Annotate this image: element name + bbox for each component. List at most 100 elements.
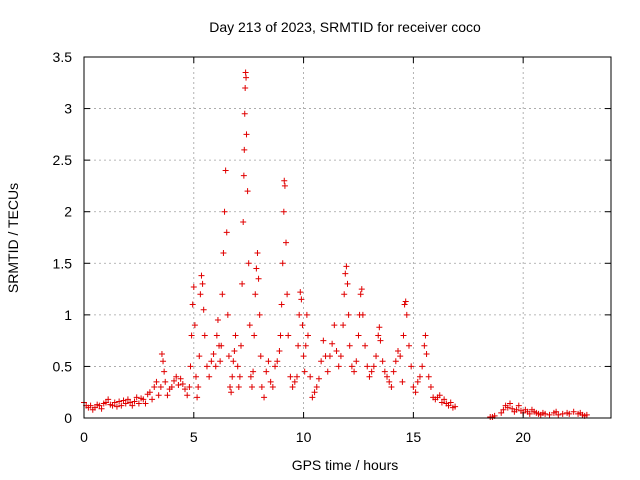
data-point [405,342,412,349]
data-point [303,311,310,318]
data-point [297,289,304,296]
data-point [348,363,355,370]
axis-ticks: 0 0.5 1 1.5 2 2.5 3 3.5 0 5 10 15 20 [53,49,611,445]
data-point [357,291,364,298]
data-point [240,172,247,179]
data-point [313,384,320,391]
data-point [223,229,230,236]
data-point [222,167,229,174]
data-point [279,260,286,267]
data-point [366,373,373,380]
data-point [277,332,284,339]
data-point [283,239,290,246]
data-point [245,260,252,267]
y-tick-label: 3.5 [53,49,73,65]
data-point [195,384,202,391]
data-point [243,74,250,81]
data-point [225,353,232,360]
data-point [400,332,407,339]
data-point [129,402,136,409]
data-point [438,399,445,406]
data-point [344,280,351,287]
data-point [177,375,184,382]
data-point [441,396,448,403]
plot-frame [83,56,612,419]
data-point [196,353,203,360]
data-point [295,342,302,349]
data-point [331,322,338,329]
data-point [197,291,204,298]
data-point [244,188,251,195]
data-point [513,406,520,413]
data-point [194,394,201,401]
data-point [267,378,274,385]
data-point [246,322,253,329]
chart-title: Day 213 of 2023, SRMTID for receiver coc… [209,19,481,35]
data-point [220,249,227,256]
data-point [353,358,360,365]
data-point [227,384,234,391]
data-point [153,378,160,385]
data-point [376,324,383,331]
x-tick-label: 5 [190,429,198,445]
y-tick-label: 0 [64,410,72,426]
data-point [253,265,260,272]
data-point [326,353,333,360]
data-point [280,208,287,215]
data-point [346,342,353,349]
data-point [583,411,590,418]
data-point [395,347,402,354]
data-point [175,381,182,388]
data-point [337,353,344,360]
data-point [213,332,220,339]
data-point [272,363,279,370]
data-point [299,322,306,329]
data-point [191,322,198,329]
data-point [212,363,219,370]
data-point [329,340,336,347]
data-point [155,392,162,399]
data-point [217,358,224,365]
data-point [221,208,228,215]
data-point [397,353,404,360]
data-point [324,368,331,375]
data-point [116,398,123,405]
data-point [238,342,245,349]
data-point [242,84,249,91]
data-point [91,404,98,411]
data-point [343,263,350,270]
data-point [452,403,459,410]
data-point [219,291,226,298]
data-point [379,358,386,365]
data-point [198,272,205,279]
data-point [500,406,507,413]
x-tick-label: 10 [296,429,312,445]
data-point [187,363,194,370]
data-point [399,378,406,385]
data-point [157,384,164,391]
data-point [403,311,410,318]
data-point [542,410,549,417]
data-point [235,384,242,391]
data-point [422,332,429,339]
data-point [309,394,316,401]
data-point [265,358,272,365]
data-point [362,342,369,349]
data-point [247,373,254,380]
data-point [381,368,388,375]
x-tick-label: 0 [80,429,88,445]
data-point [425,373,432,380]
data-point [189,301,196,308]
data-point [149,396,156,403]
data-point [250,368,257,375]
data-point [402,298,409,305]
data-point [261,394,268,401]
data-point [203,363,210,370]
data-point [162,378,169,385]
data-point [242,69,249,76]
y-tick-label: 2 [64,204,72,220]
data-point [182,386,189,393]
data-point [296,311,303,318]
data-point [358,286,365,293]
data-point [370,363,377,370]
